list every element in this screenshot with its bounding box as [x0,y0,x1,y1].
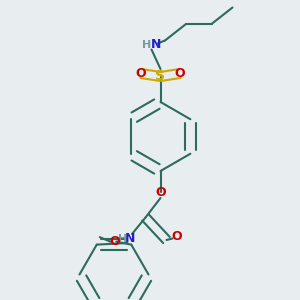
Text: O: O [136,67,146,80]
Text: O: O [172,230,182,244]
Text: O: O [155,185,166,199]
Text: S: S [155,70,166,83]
Text: N: N [151,38,161,52]
Text: O: O [175,67,185,80]
Text: H: H [118,233,127,244]
Text: O: O [110,235,120,248]
Text: N: N [125,232,136,245]
Text: H: H [142,40,152,50]
